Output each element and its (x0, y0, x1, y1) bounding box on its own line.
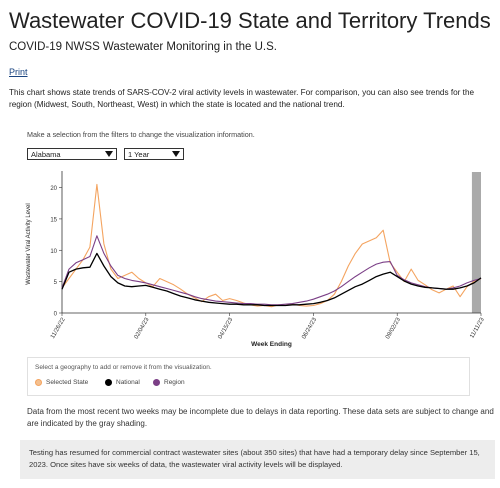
page-subtitle: COVID-19 NWSS Wastewater Monitoring in t… (9, 41, 277, 53)
legend-dot-icon (35, 379, 42, 386)
legend-title: Select a geography to add or remove it f… (35, 364, 212, 371)
y-tick-label: 20 (50, 186, 57, 192)
chart-description: This chart shows state trends of SARS-CO… (9, 88, 475, 109)
series-line-national (61, 252, 482, 307)
x-tick-label: 06/24/23 (301, 316, 318, 340)
x-tick-label: 04/15/23 (217, 316, 234, 340)
legend-label: Selected State (46, 379, 89, 386)
x-tick-label: 02/04/23 (134, 316, 151, 340)
print-link[interactable]: Print (9, 67, 28, 77)
y-tick-label: 15 (50, 217, 57, 223)
legend-item-selected-state[interactable]: Selected State (35, 379, 88, 386)
y-axis-label: Wastewater Viral Activity Level (26, 203, 32, 284)
legend-label: National (116, 379, 140, 386)
chevron-down-icon (172, 151, 180, 157)
state-select[interactable]: Alabama (27, 148, 117, 160)
period-select-value: 1 Year (128, 150, 150, 159)
x-tick-label: 09/02/23 (385, 316, 402, 340)
legend-item-national[interactable]: National (105, 379, 140, 386)
incomplete-data-shading (471, 172, 481, 313)
filter-hint: Make a selection from the filters to cha… (27, 130, 255, 139)
series-line-region (61, 235, 482, 306)
series-line-selected-state (61, 183, 482, 308)
chevron-down-icon (105, 151, 113, 157)
y-tick-label: 5 (54, 280, 58, 286)
testing-note: Testing has resumed for commercial contr… (20, 440, 495, 479)
legend-dot-icon (153, 379, 160, 386)
legend-label: Region (164, 379, 185, 386)
period-select[interactable]: 1 Year (124, 148, 184, 160)
x-axis-label: Week Ending (251, 341, 292, 348)
x-tick-label: 11/11/23 (469, 316, 486, 339)
incomplete-data-note: Data from the most recent two weeks may … (27, 407, 494, 428)
y-tick-label: 10 (50, 249, 57, 255)
page-title: Wastewater COVID-19 State and Territory … (9, 8, 491, 33)
legend-item-region[interactable]: Region (153, 379, 185, 386)
x-tick-label: 11/26/22 (50, 316, 67, 339)
wastewater-trend-chart: 0 5 10 15 20 Wastewater Viral Activity Level 1… (26, 171, 486, 348)
legend-panel: Select a geography to add or remove it f… (27, 357, 470, 396)
legend-dot-icon (105, 379, 112, 386)
state-select-value: Alabama (31, 150, 61, 159)
y-tick-label: 0 (54, 312, 58, 318)
